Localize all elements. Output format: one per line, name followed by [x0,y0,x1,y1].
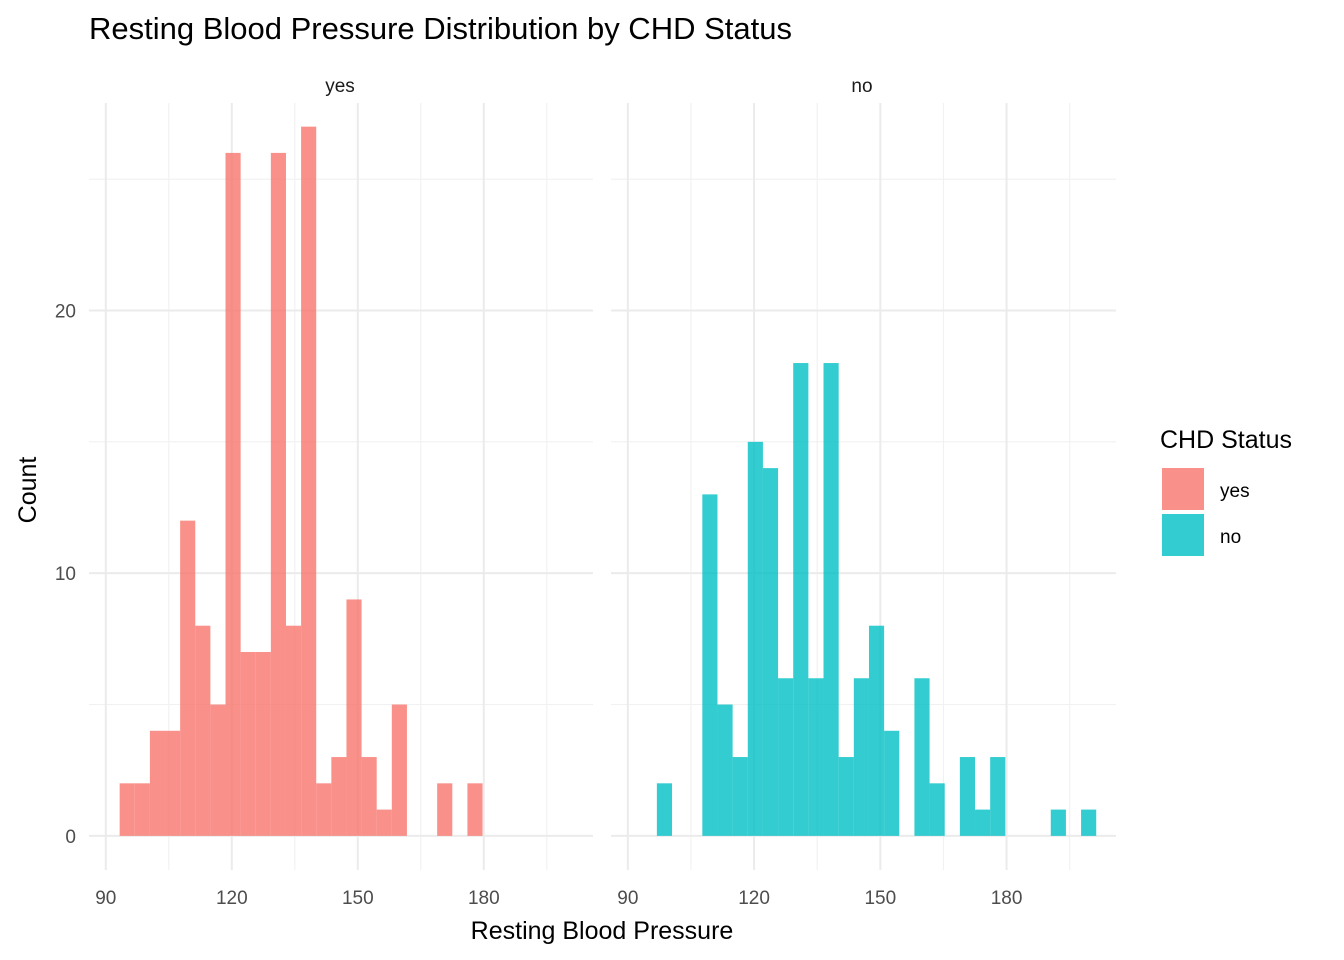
x-axis-ticks: 90 120 150 180 90 120 150 180 [95,888,1022,909]
histogram-bar [165,730,181,836]
histogram-bar [376,809,392,836]
y-tick-label: 10 [55,564,76,585]
histogram-bar [467,783,483,836]
histogram-bar [793,363,809,836]
histogram-bar [270,152,286,836]
facet-strip-no: no [851,76,872,97]
histogram-bar [868,625,885,836]
x-tick-label: 90 [95,888,116,909]
x-tick-label: 120 [738,888,770,909]
x-tick-label: 150 [342,888,374,909]
histogram-bar [285,625,302,836]
histogram-bar [361,757,377,836]
histogram-bar [656,783,673,836]
histogram-bar [884,730,900,836]
x-tick-label: 180 [991,888,1023,909]
x-tick-label: 150 [864,888,896,909]
histogram-bar [225,152,241,836]
x-tick-label: 90 [617,888,638,909]
histogram-bar [149,730,166,836]
histogram-bar [180,520,196,836]
panel-yes [89,103,593,870]
histogram-bar [778,678,794,836]
y-tick-label: 20 [55,302,76,323]
histogram-bar [838,757,854,836]
histogram-bar [914,678,930,836]
legend-label-no: no [1220,527,1241,548]
y-axis-title: Count [14,457,42,524]
histogram-bar [316,783,332,836]
histogram-bar [1050,809,1066,836]
legend: CHD Status yes no [1160,426,1292,556]
histogram-bar [762,468,779,836]
legend-label-yes: yes [1220,481,1250,502]
histogram-bar [732,757,748,836]
histogram-bar [975,809,991,836]
histogram-bar [301,126,317,836]
histogram-bar [929,783,945,836]
histogram-bar [255,651,271,836]
histogram-bar [1081,809,1097,836]
histogram-bar [823,363,839,836]
histogram-bar [391,704,407,836]
histogram-bar [331,757,347,836]
legend-key-no [1162,514,1204,556]
x-tick-label: 120 [216,888,248,909]
y-tick-label: 0 [65,827,76,848]
histogram-bar [210,704,226,836]
histogram-bar [717,704,733,836]
x-axis-title: Resting Blood Pressure [471,917,734,945]
legend-title: CHD Status [1160,426,1292,454]
histogram-bar [195,625,211,836]
histogram-bar [437,783,453,836]
histogram-bar [134,783,150,836]
facet-strip-yes: yes [325,76,355,97]
histogram-bar [346,599,362,836]
x-tick-label: 180 [468,888,500,909]
histogram-bar [990,757,1006,836]
histogram-bar [808,678,824,836]
y-axis-ticks: 0 10 20 [55,302,76,848]
histogram-bar [853,678,869,836]
chart-title: Resting Blood Pressure Distribution by C… [89,11,792,46]
histogram-bar [240,651,256,836]
histogram-bar [119,783,135,836]
panel-no [611,103,1116,870]
histogram-bar [747,441,763,836]
histogram-bar [959,757,976,836]
legend-key-yes [1162,468,1204,510]
histogram-bar [702,494,718,836]
